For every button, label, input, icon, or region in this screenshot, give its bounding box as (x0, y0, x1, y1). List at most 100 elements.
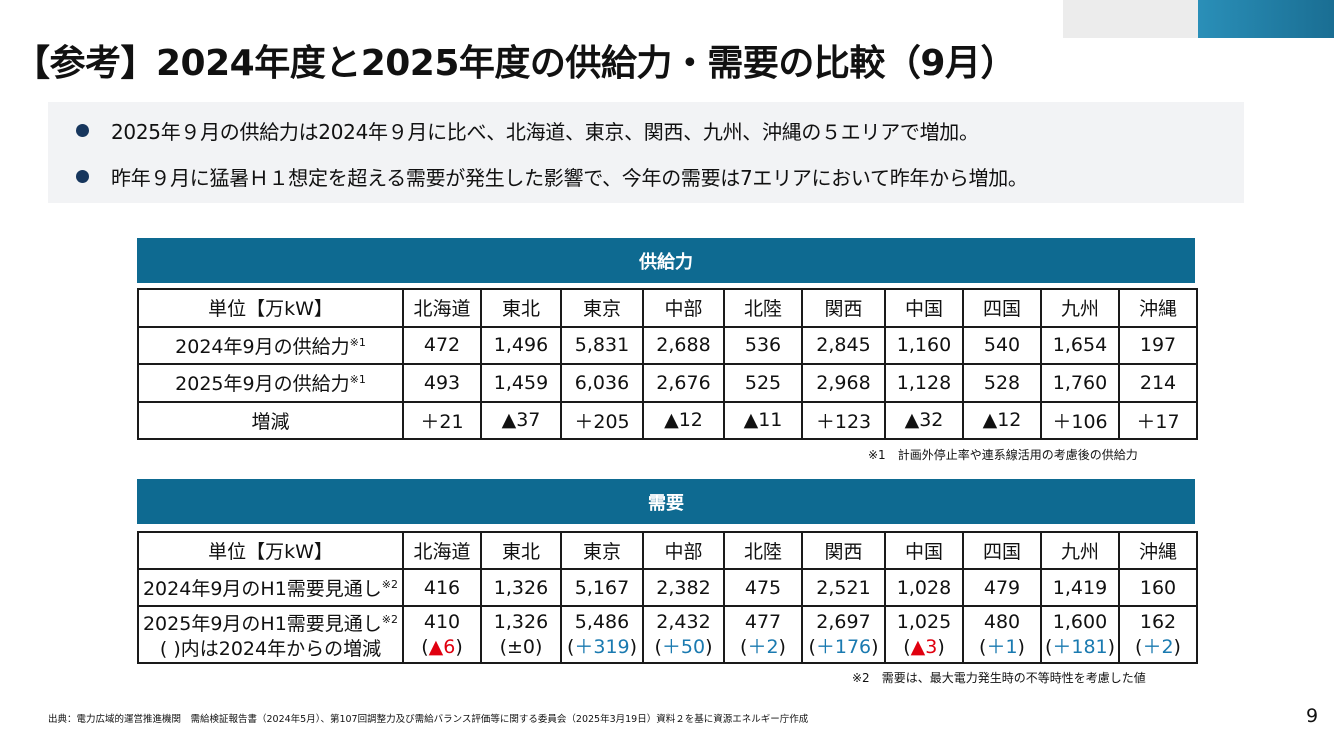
summary-bullet-text: 2025年９月の供給力は2024年９月に比べ、北海道、東京、関西、九州、沖縄の５… (111, 120, 979, 144)
footnote-mark: ※2 (381, 613, 399, 626)
unit-label: 単位【万kW】 (137, 288, 404, 328)
change-cell: ＋21 (402, 400, 482, 440)
table-cell: 2,676 (642, 363, 725, 403)
area-header: 中部 (642, 531, 725, 570)
table-cell: 1,326 (±0) (480, 605, 562, 664)
change-value: ▲3 (910, 635, 938, 658)
demand-section-heading: 需要 (137, 479, 1195, 524)
table-cell: 5,831 (560, 325, 644, 365)
table-row: 増減 ＋21 ▲37 ＋205 ▲12 ▲11 ＋123 ▲32 ▲12 ＋10… (137, 400, 1198, 440)
summary-bullet: 2025年９月の供給力は2024年９月に比べ、北海道、東京、関西、九州、沖縄の５… (48, 116, 979, 145)
table-header-row: 単位【万kW】 北海道 東北 東京 中部 北陸 関西 中国 四国 九州 沖縄 (137, 288, 1198, 328)
change-cell: ＋205 (560, 400, 644, 440)
row-label-text: 2024年9月の供給力 (175, 335, 350, 358)
table-cell: 1,654 (1040, 325, 1120, 365)
row-label-text: 2024年9月のH1需要見通し (142, 578, 382, 600)
change-cell: ▲32 (884, 400, 964, 440)
table-cell: 1,459 (480, 363, 562, 403)
area-header: 北海道 (402, 531, 482, 570)
demand-table: 単位【万kW】 北海道 東北 東京 中部 北陸 関西 中国 四国 九州 沖縄 2… (137, 531, 1198, 664)
value: 410 (423, 610, 461, 633)
supply-table: 単位【万kW】 北海道 東北 東京 中部 北陸 関西 中国 四国 九州 沖縄 2… (137, 288, 1198, 440)
area-header: 九州 (1040, 288, 1120, 328)
change-cell: ＋123 (801, 400, 886, 440)
source-citation: 出典：電力広域的運営推進機関 需給検証報告書（2024年5月）、第107回調整力… (48, 714, 809, 725)
table-cell: 416 (402, 568, 482, 607)
table-cell: 2,968 (801, 363, 886, 403)
area-header: 沖縄 (1118, 288, 1198, 328)
row-label: 2025年9月の供給力※1 (137, 363, 404, 403)
area-header: 北陸 (723, 288, 803, 328)
change-value: ＋50 (661, 635, 706, 658)
footnote-mark: ※1 (349, 373, 366, 387)
table-cell: 2,688 (642, 325, 725, 365)
value: 1,600 (1052, 610, 1108, 633)
table-cell: 214 (1118, 363, 1198, 403)
value: 162 (1139, 610, 1177, 633)
change-cell: ＋106 (1040, 400, 1120, 440)
table-cell: 1,419 (1040, 568, 1120, 607)
demand-footnote: ※2 需要は、最大電力発生時の不等時性を考慮した値 (852, 671, 1146, 685)
table-cell: 1,600 (＋181) (1040, 605, 1120, 664)
row-sublabel: ( )内は2024年からの増減 (159, 638, 382, 660)
change-value: ＋181 (1052, 635, 1108, 658)
row-label: 増減 (137, 400, 404, 440)
table-cell: 528 (962, 363, 1042, 403)
change-cell: ＋17 (1118, 400, 1198, 440)
table-cell: 479 (962, 568, 1042, 607)
summary-bullet-text: 昨年９月に猛暑Ｈ１想定を超える需要が発生した影響で、今年の需要は7エリアにおいて… (111, 166, 1028, 190)
summary-bullet: 昨年９月に猛暑Ｈ１想定を超える需要が発生した影響で、今年の需要は7エリアにおいて… (48, 162, 1028, 191)
table-cell: 525 (723, 363, 803, 403)
table-cell: 472 (402, 325, 482, 365)
change-value: ＋319 (574, 635, 630, 658)
unit-label: 単位【万kW】 (137, 531, 404, 570)
table-cell: 540 (962, 325, 1042, 365)
row-label: 2025年9月のH1需要見通し※2 ( )内は2024年からの増減 (137, 605, 404, 664)
table-cell: 1,326 (480, 568, 562, 607)
value: 5,486 (574, 610, 630, 633)
table-cell: 475 (723, 568, 803, 607)
table-cell: 162 (＋2) (1118, 605, 1198, 664)
value: 480 (983, 610, 1021, 633)
table-cell: 410 (▲6) (402, 605, 482, 664)
table-header-row: 単位【万kW】 北海道 東北 東京 中部 北陸 関西 中国 四国 九州 沖縄 (137, 531, 1198, 570)
table-cell: 6,036 (560, 363, 644, 403)
table-cell: 2,697 (＋176) (801, 605, 886, 664)
change-cell: ▲37 (480, 400, 562, 440)
area-header: 中部 (642, 288, 725, 328)
change-value: ＋2 (747, 635, 779, 658)
supply-footnote: ※1 計画外停止率や連系線活用の考慮後の供給力 (868, 448, 1138, 462)
header-decoration-blue (1198, 0, 1334, 38)
table-cell: 160 (1118, 568, 1198, 607)
table-cell: 480 (＋1) (962, 605, 1042, 664)
area-header: 東北 (480, 288, 562, 328)
table-cell: 5,486 (＋319) (560, 605, 644, 664)
table-cell: 2,521 (801, 568, 886, 607)
table-cell: 1,128 (884, 363, 964, 403)
table-row: 2024年9月の供給力※1 472 1,496 5,831 2,688 536 … (137, 325, 1198, 365)
row-label: 2024年9月のH1需要見通し※2 (137, 568, 404, 607)
change-cell: ▲12 (962, 400, 1042, 440)
table-cell: 477 (＋2) (723, 605, 803, 664)
summary-box: 2025年９月の供給力は2024年９月に比べ、北海道、東京、関西、九州、沖縄の５… (48, 102, 1244, 203)
supply-section-heading: 供給力 (137, 238, 1195, 283)
table-cell: 2,382 (642, 568, 725, 607)
table-cell: 2,845 (801, 325, 886, 365)
change-value: ＋1 (986, 635, 1018, 658)
change-value: ▲6 (428, 635, 456, 658)
bullet-dot-icon (76, 170, 89, 183)
table-cell: 1,496 (480, 325, 562, 365)
table-row: 2024年9月のH1需要見通し※2 416 1,326 5,167 2,382 … (137, 568, 1198, 607)
area-header: 関西 (801, 531, 886, 570)
value: 2,697 (816, 610, 871, 633)
area-header: 東京 (560, 288, 644, 328)
change-cell: ▲11 (723, 400, 803, 440)
table-cell: 1,025 (▲3) (884, 605, 964, 664)
row-label-text: 2025年9月の供給力 (175, 373, 350, 396)
value: 477 (744, 610, 782, 633)
change-value: ±0 (506, 635, 535, 658)
area-header: 四国 (962, 531, 1042, 570)
table-cell: 1,760 (1040, 363, 1120, 403)
page-number: 9 (1306, 705, 1319, 727)
area-header: 東北 (480, 531, 562, 570)
